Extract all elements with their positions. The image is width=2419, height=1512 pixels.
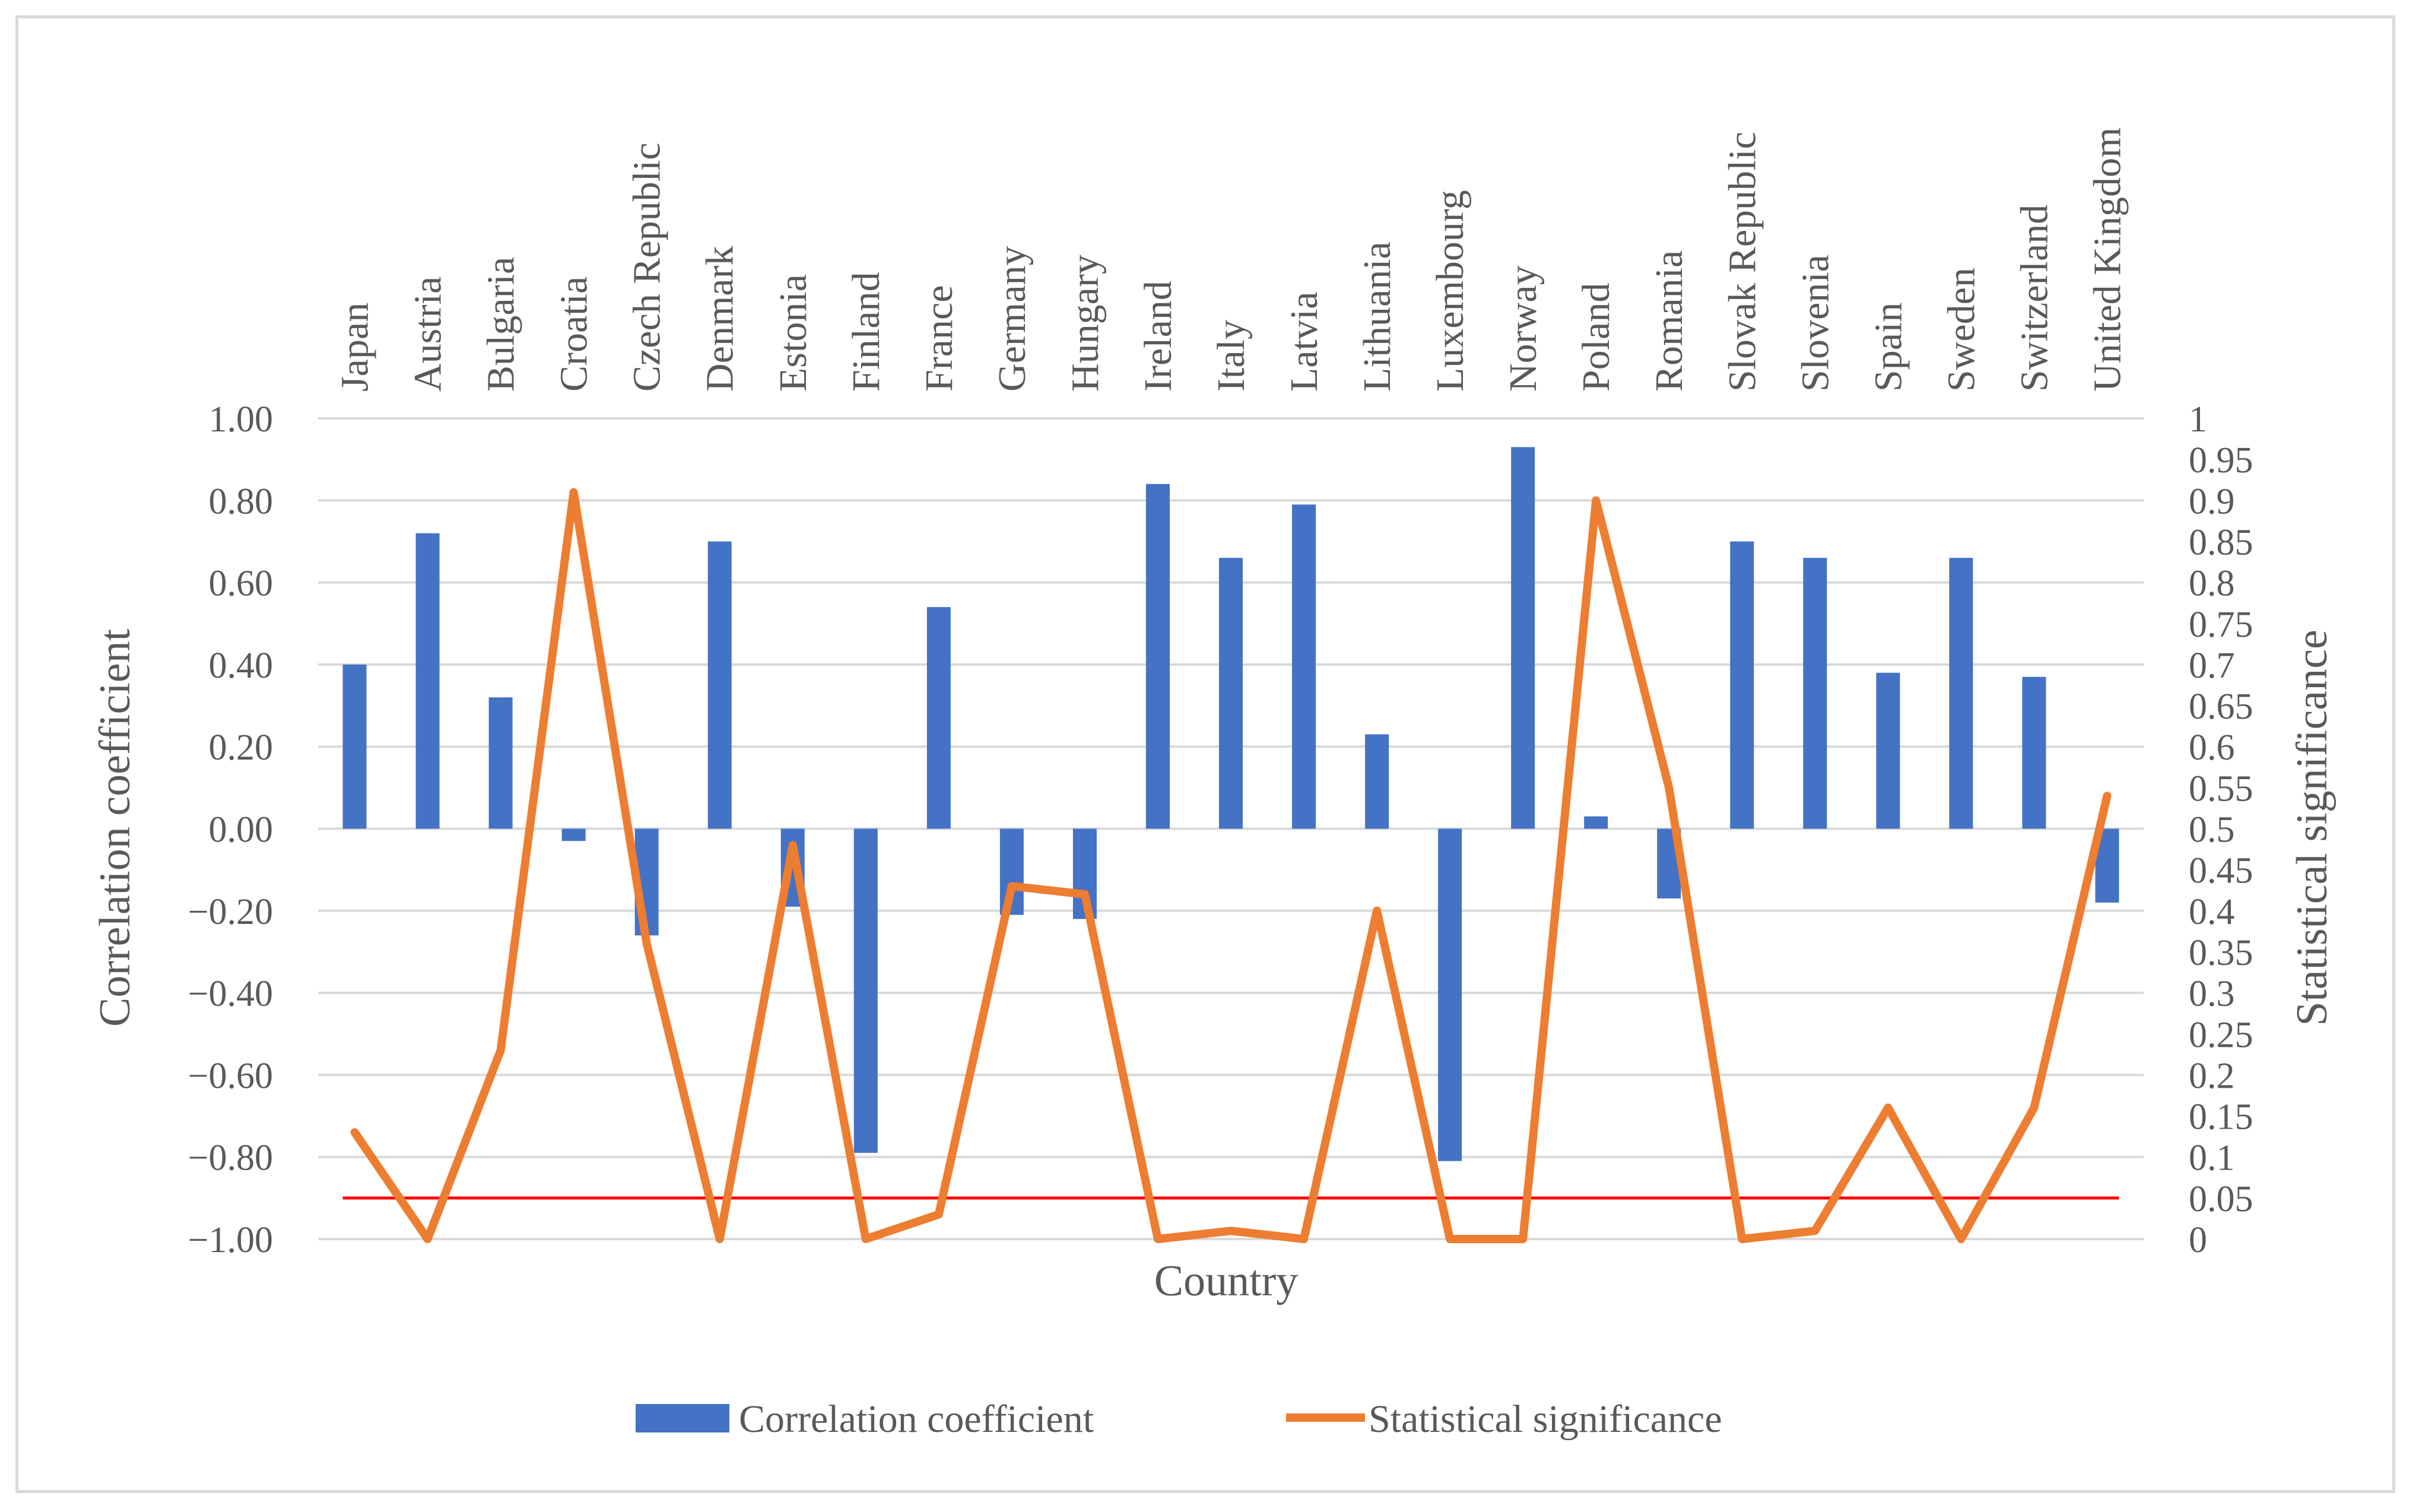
- x-axis-title: Country: [1154, 1257, 1299, 1305]
- category-label: Austria: [407, 277, 450, 392]
- legend-bar-label: Correlation coefficient: [739, 1397, 1094, 1441]
- category-label: Norway: [1501, 265, 1545, 392]
- right-tick-label: 0.85: [2189, 522, 2253, 563]
- category-label: Croatia: [553, 277, 596, 392]
- left-tick-label: 1.00: [209, 399, 274, 440]
- right-tick-label: 0.05: [2189, 1179, 2253, 1219]
- category-label: Finland: [845, 272, 888, 392]
- bar: [1876, 672, 1900, 829]
- bar: [415, 533, 440, 829]
- bar: [1365, 734, 1389, 829]
- category-label: Hungary: [1064, 255, 1107, 392]
- right-tick-label: 0.95: [2189, 440, 2253, 481]
- left-tick-label: −1.00: [188, 1220, 273, 1260]
- bar: [1219, 558, 1243, 829]
- category-label: United Kingdom: [2085, 128, 2129, 392]
- left-tick-label: −0.20: [188, 892, 273, 932]
- category-label: Czech Republic: [626, 142, 669, 392]
- bar: [853, 828, 878, 1153]
- category-label: Ireland: [1137, 281, 1180, 392]
- right-tick-label: 0.45: [2189, 851, 2253, 891]
- right-tick-label: 0.65: [2189, 687, 2253, 727]
- left-tick-label: −0.60: [188, 1056, 273, 1096]
- left-tick-label: −0.80: [188, 1138, 273, 1179]
- right-tick-label: 0.9: [2189, 481, 2235, 522]
- left-axis: 1.00 0.80 0.60 0.40 0.20 0.00 −0.20 −0.40 −0.60 −…: [188, 399, 273, 1260]
- right-tick-label: 0.3: [2189, 974, 2235, 1014]
- category-label: Germany: [991, 246, 1034, 392]
- chart-frame: [15, 15, 2395, 1493]
- right-tick-label: 0: [2189, 1220, 2207, 1260]
- left-tick-label: 0.80: [209, 481, 274, 522]
- bar-series: [342, 447, 2119, 1161]
- category-label: Poland: [1574, 283, 1618, 392]
- bar: [1584, 816, 1608, 829]
- bar: [1803, 558, 1827, 829]
- right-tick-label: 0.55: [2189, 768, 2253, 809]
- right-tick-label: 0.5: [2189, 810, 2235, 850]
- legend-bar-swatch: [636, 1404, 729, 1432]
- bar: [926, 607, 951, 829]
- legend-line-label: Statistical significance: [1369, 1397, 1722, 1441]
- bar: [1292, 504, 1316, 829]
- right-tick-label: 0.75: [2189, 605, 2253, 645]
- gridlines: [318, 417, 2144, 1240]
- bar: [488, 697, 513, 829]
- category-label: France: [918, 285, 961, 392]
- bar: [1949, 558, 1973, 829]
- category-label: Estonia: [772, 274, 815, 392]
- category-label: Bulgaria: [480, 257, 523, 392]
- bar: [1511, 447, 1535, 829]
- right-tick-label: 0.1: [2189, 1138, 2235, 1179]
- bar: [1438, 828, 1462, 1161]
- left-tick-label: 0.40: [209, 646, 274, 686]
- category-label: Slovak Republic: [1720, 132, 1764, 392]
- left-tick-label: 0.60: [209, 564, 274, 604]
- category-label: Spain: [1866, 303, 1910, 392]
- category-label: Luxembourg: [1428, 190, 1472, 392]
- y2-axis-title: Statistical significance: [2288, 630, 2337, 1026]
- significance-line: [350, 488, 2112, 1243]
- right-tick-label: 0.4: [2189, 892, 2235, 932]
- category-label: Sweden: [1939, 268, 1983, 392]
- category-label: Japan: [334, 303, 377, 392]
- right-tick-label: 0.7: [2189, 646, 2235, 686]
- bar: [342, 664, 367, 829]
- left-tick-label: −0.40: [188, 974, 273, 1014]
- line-series: [350, 488, 2112, 1243]
- category-label: Slovenia: [1793, 255, 1837, 392]
- left-tick-label: 0.20: [209, 728, 274, 768]
- right-tick-label: 0.35: [2189, 933, 2253, 973]
- right-axis: 10.950.90.850.80.750.70.650.60.550.50.45…: [2189, 399, 2253, 1260]
- right-tick-label: 0.15: [2189, 1097, 2253, 1138]
- right-tick-label: 0.25: [2189, 1015, 2253, 1055]
- right-tick-label: 0.6: [2189, 728, 2235, 768]
- category-label: Latvia: [1282, 291, 1326, 392]
- bar: [2022, 676, 2046, 829]
- right-tick-label: 0.2: [2189, 1056, 2235, 1096]
- right-tick-label: 1: [2189, 399, 2207, 440]
- bar: [561, 828, 586, 841]
- category-labels: Japan Austria Bulgaria Croatia Czech Republi…: [334, 128, 2129, 392]
- bar: [1145, 484, 1170, 829]
- bar: [1730, 541, 1754, 829]
- category-label: Italy: [1210, 320, 1253, 392]
- category-label: Lithuania: [1355, 242, 1399, 392]
- category-label: Switzerland: [2012, 205, 2056, 392]
- y-axis-title: Correlation coefficient: [91, 628, 139, 1027]
- left-tick-label: 0.00: [209, 810, 274, 850]
- legend: Correlation coefficient Statistical sign…: [636, 1397, 1722, 1441]
- category-label: Denmark: [699, 246, 742, 392]
- right-tick-label: 0.8: [2189, 564, 2235, 604]
- category-label: Romania: [1647, 250, 1691, 392]
- bar: [707, 541, 732, 829]
